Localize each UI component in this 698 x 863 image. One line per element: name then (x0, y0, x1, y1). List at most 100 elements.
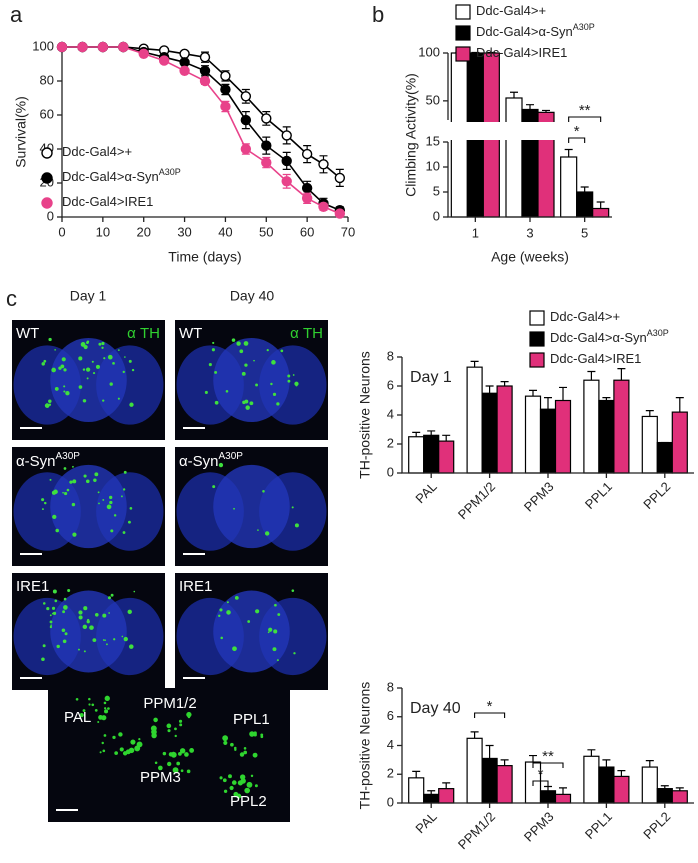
micrographs (12, 320, 328, 822)
chart-title: Day 1 (410, 369, 452, 386)
bar (554, 793, 572, 804)
x-tick-label: 5 (581, 225, 588, 240)
neuron-signal (110, 593, 114, 597)
x-tick-label: 0 (58, 224, 65, 239)
neuron-signal (94, 472, 99, 477)
x-tick-label: 10 (96, 224, 110, 239)
neuron-signal (78, 385, 83, 389)
significance-bracket (568, 137, 586, 143)
y-tick-label: 80 (40, 72, 54, 87)
x-tick-label: PPL1 (582, 809, 615, 842)
row-label-sup: A30P (219, 451, 244, 462)
y-tick-label: 100 (32, 38, 54, 53)
marker (77, 41, 88, 53)
neuron-signal (223, 789, 228, 793)
neuron-signal (117, 397, 120, 400)
neuron-signal (178, 719, 183, 723)
neuron-signal (50, 624, 52, 627)
marker (261, 157, 272, 168)
stain-label: α TH (127, 325, 160, 342)
error-bar (602, 397, 611, 401)
neuron-signal (151, 732, 157, 739)
row-label: IRE1 (179, 578, 212, 595)
neuron-signal (242, 400, 246, 405)
legend-name: Ddc-Gal4>α-Syn (62, 169, 159, 184)
error-bar (617, 368, 626, 381)
neuron-signal (189, 748, 195, 753)
neuron-signal (178, 751, 182, 756)
legend-name: Ddc-Gal4>α-Syn (550, 330, 647, 345)
neuron-signal (240, 778, 246, 784)
neuron-signal (128, 644, 134, 649)
neuron-signal (271, 360, 276, 365)
y-tick-label: 15 (426, 133, 440, 148)
neuron-signal (102, 498, 105, 501)
neuron-signal (214, 400, 219, 405)
error-bar (542, 109, 550, 113)
neuron-signal (276, 402, 280, 406)
neuron-signal (48, 403, 52, 406)
neuron-signal (85, 479, 90, 484)
neuron-signal (52, 611, 57, 615)
neuron-signal (109, 500, 113, 505)
neuron-signal (110, 529, 114, 533)
y-tick-label: 2 (387, 766, 394, 781)
error-bar (470, 731, 479, 739)
x-tick-label: PAL (412, 479, 439, 506)
marker (220, 84, 231, 95)
error-bar (617, 770, 626, 777)
neuron-signal (52, 514, 57, 520)
neuron-signal (107, 707, 110, 710)
legend-label: Ddc-Gal4>+ (476, 3, 546, 18)
x-tick-label: PPM1/2 (455, 479, 498, 522)
neuron-signal (78, 356, 83, 361)
neuron-signal (43, 359, 47, 363)
bar (408, 777, 425, 804)
neuron-signal (232, 646, 237, 652)
tissue (50, 464, 127, 549)
neuron-signal (291, 506, 294, 509)
neuron-signal (184, 752, 189, 757)
region-label: PPL1 (233, 711, 270, 728)
neuron-signal (234, 596, 239, 600)
marker (179, 57, 190, 68)
legend-label: Ddc-Gal4>α-SynA30P (476, 22, 595, 39)
neuron-signal (295, 384, 298, 387)
marker (199, 75, 211, 87)
neuron-signal (119, 747, 124, 752)
marker (179, 48, 190, 59)
error-bar (442, 434, 451, 442)
neuron-signal (294, 381, 299, 386)
neuron-signal (239, 774, 246, 780)
neuron-signal (277, 613, 281, 616)
neuron-signal (293, 652, 296, 655)
neuron-signal (106, 643, 108, 646)
bar (592, 207, 610, 218)
significance-label: ** (542, 748, 554, 765)
neuron-signal (212, 341, 215, 345)
bar (671, 790, 688, 804)
neuron-signal (234, 748, 237, 751)
significance-bracket (532, 780, 549, 786)
neuron-signal (153, 717, 158, 723)
bar (613, 775, 630, 804)
neuron-signal (48, 399, 52, 404)
marker (261, 113, 272, 124)
neuron-signal (179, 748, 186, 754)
error-bar (544, 785, 552, 791)
y-tick-label: 10 (426, 158, 440, 173)
neuron-signal (102, 749, 106, 753)
neuron-signal (62, 639, 67, 644)
x-tick-label: 3 (526, 225, 533, 240)
neuron-signal (231, 780, 237, 785)
neuron-signal (133, 590, 136, 593)
neuron-signal (60, 364, 65, 369)
region-label: PPM1/2 (143, 695, 196, 712)
error-bar (412, 431, 421, 437)
neuron-signal (54, 349, 56, 351)
neuron-signal (270, 382, 273, 386)
neuron-signal (129, 402, 134, 407)
neuron-signal (102, 613, 107, 618)
y-axis-label: Climbing Activity(%) (403, 73, 419, 197)
neuron-signal (218, 462, 224, 468)
